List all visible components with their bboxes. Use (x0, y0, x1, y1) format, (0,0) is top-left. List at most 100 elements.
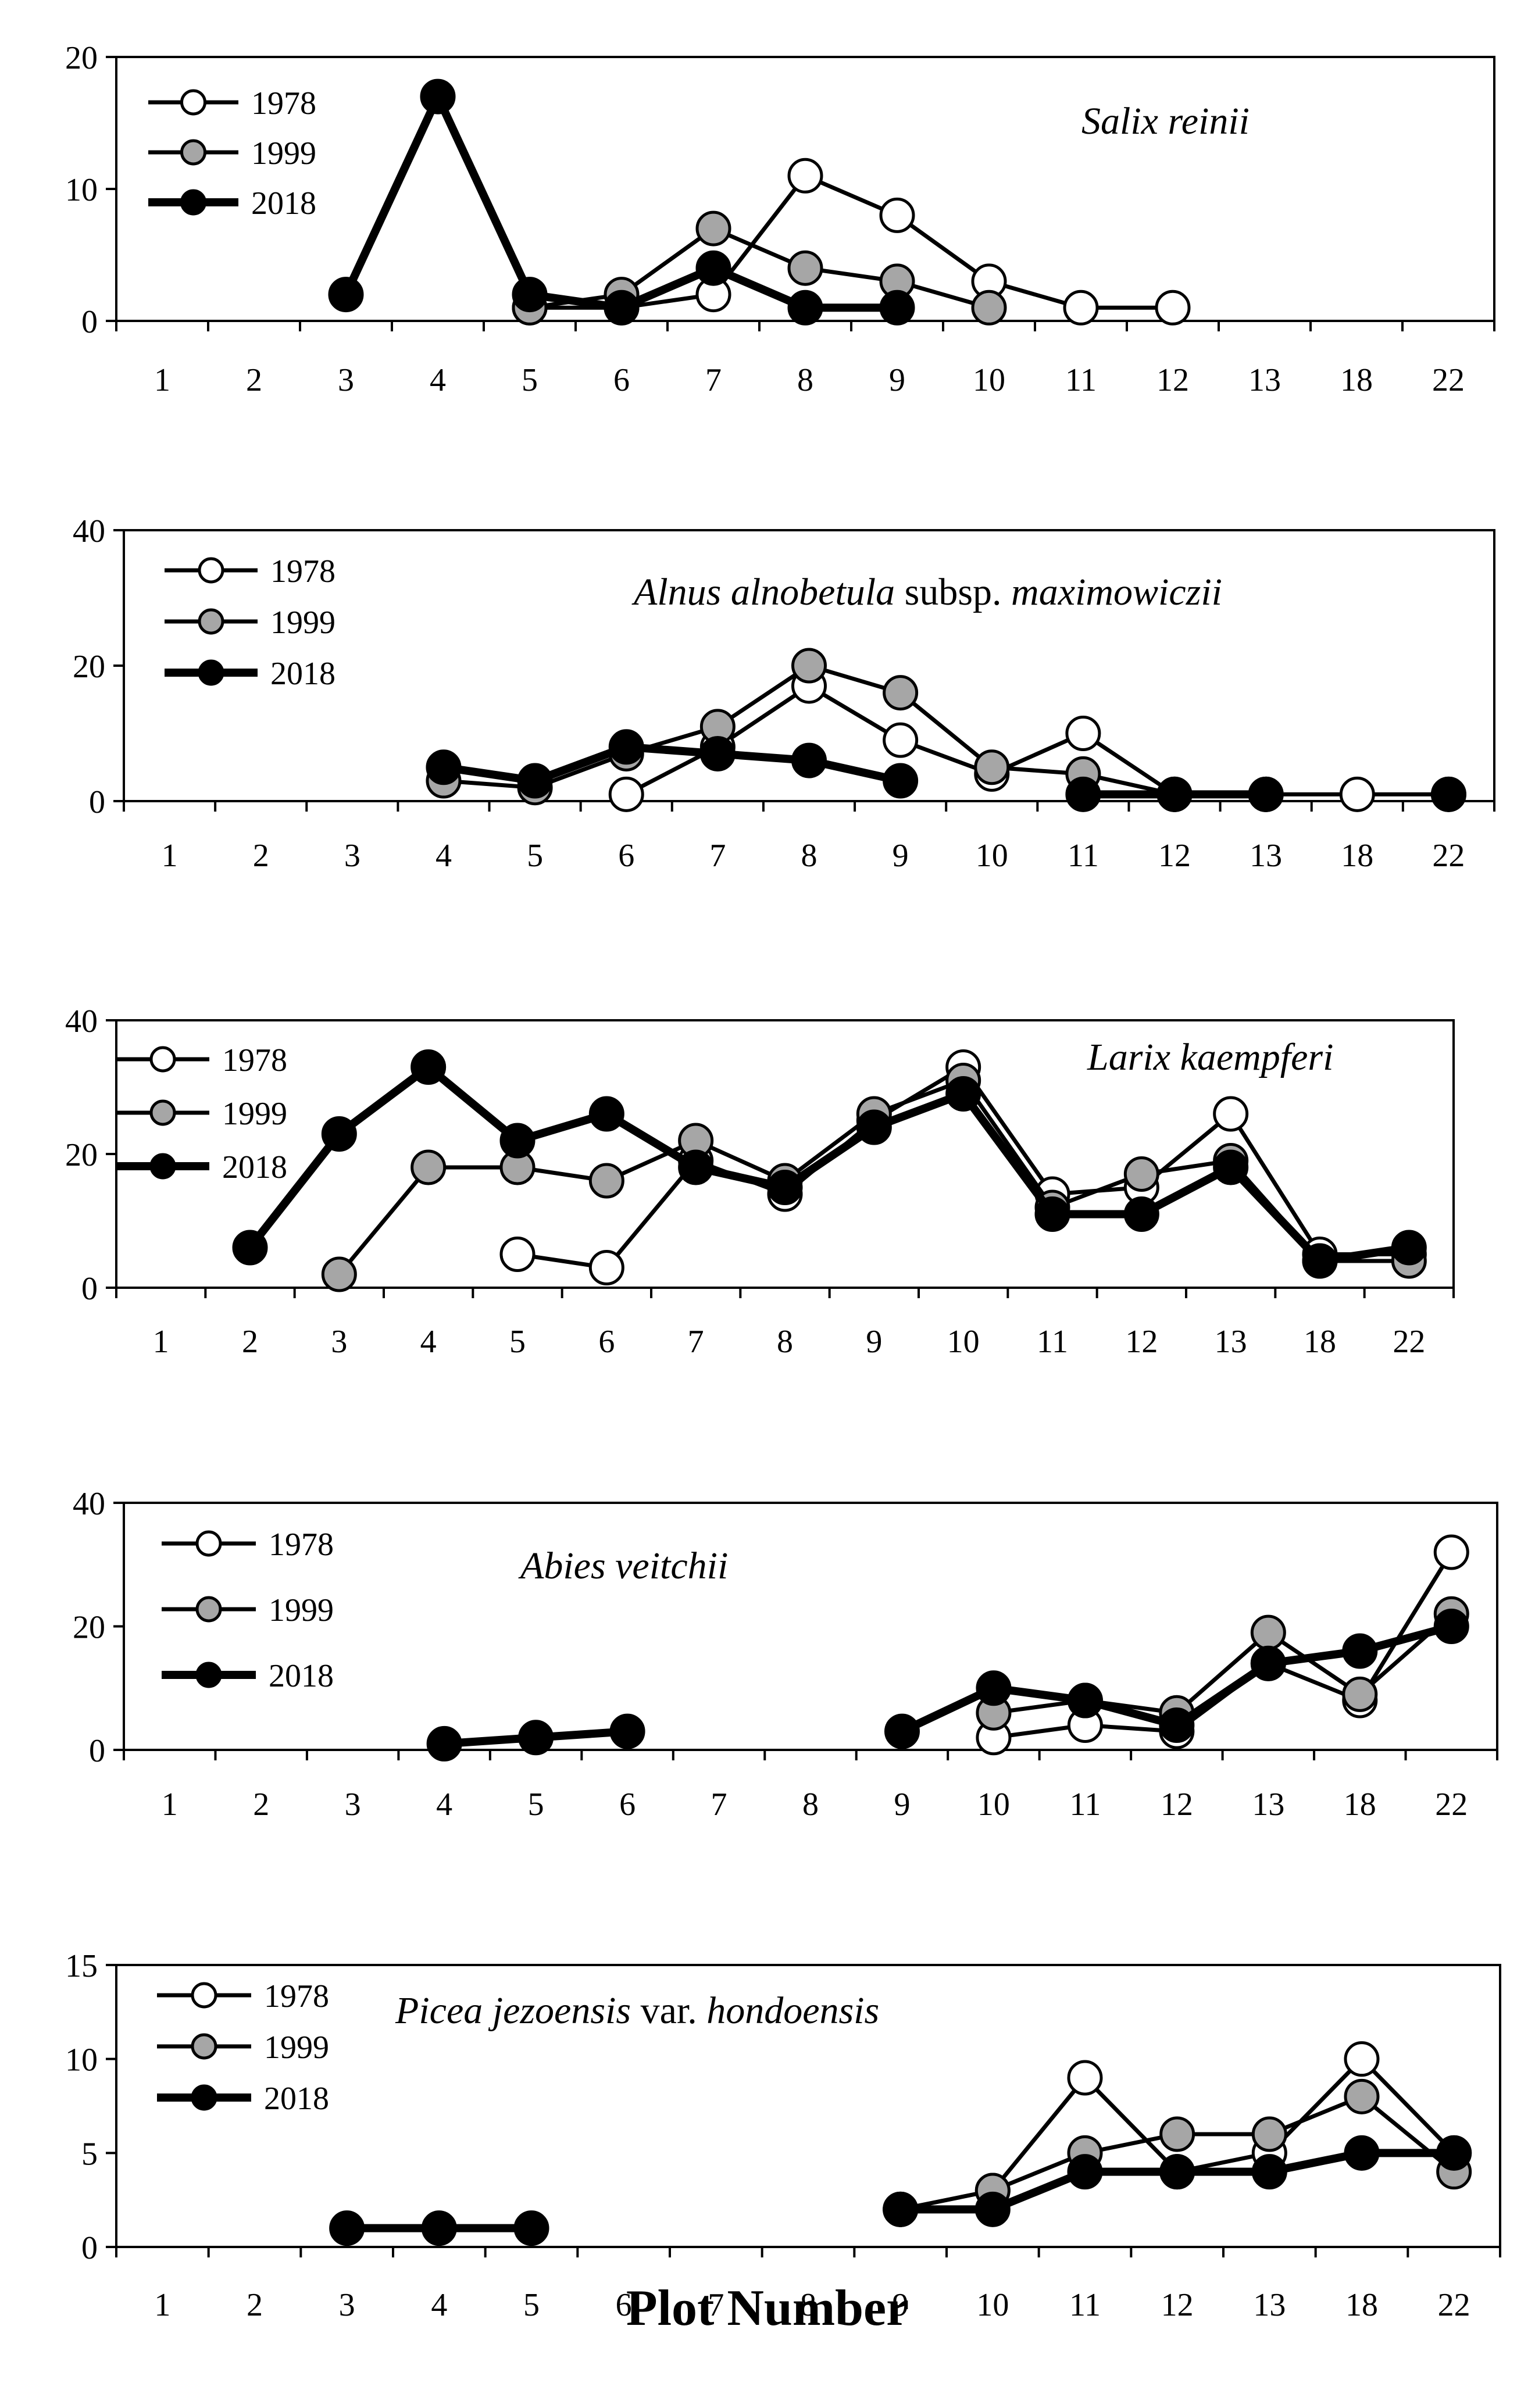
legend-label-1978: 1978 (251, 85, 316, 122)
x-tick-label: 8 (797, 362, 813, 398)
x-tick-label: 11 (1068, 838, 1099, 874)
plot-area-frame (115, 1964, 1501, 2248)
data-point-2018 (695, 250, 731, 286)
y-tick-label: 15 (65, 1948, 98, 1984)
x-tick-label: 10 (973, 362, 1005, 398)
legend-label-2018: 2018 (269, 1658, 334, 1694)
x-tick-label: 1 (153, 1324, 169, 1360)
data-point-2018 (1248, 776, 1284, 812)
x-tick-label: 6 (616, 2287, 632, 2323)
data-point-2018 (856, 1109, 892, 1145)
chart-title-part: var. (631, 1989, 706, 2032)
x-tick-label: 18 (1304, 1324, 1336, 1360)
series-2018 (426, 1609, 1469, 1762)
data-point-2018 (232, 1230, 268, 1266)
series-line-2018 (442, 742, 902, 785)
x-tick-label: 4 (430, 362, 446, 398)
legend-marker-2018 (180, 189, 206, 216)
legend-marker-1978 (191, 1982, 217, 2009)
data-point-2018 (945, 1076, 981, 1112)
data-point-2018 (421, 2210, 457, 2246)
legend: 1978 1999 2018 (165, 553, 335, 692)
data-point-2018 (879, 290, 915, 326)
data-point-2018 (329, 2210, 365, 2246)
x-tick-label: 4 (431, 2287, 447, 2323)
y-tick-label: 10 (65, 172, 98, 208)
x-tick-label: 13 (1250, 838, 1282, 874)
data-point-1999 (1250, 1614, 1286, 1650)
y-tick-label: 20 (73, 649, 105, 685)
x-tick-label: 1 (162, 1787, 178, 1823)
data-point-1999 (1123, 1156, 1159, 1192)
x-tick-label: 18 (1341, 838, 1373, 874)
series-line-1999 (529, 226, 990, 310)
data-point-2018 (499, 1123, 536, 1159)
x-tick-label: 7 (705, 362, 722, 398)
data-point-2018 (1251, 2154, 1287, 2190)
data-point-2018 (884, 1713, 920, 1749)
x-tick-label: 2 (247, 2287, 263, 2323)
data-point-2018 (974, 2191, 1011, 2227)
legend-label-1978: 1978 (270, 553, 335, 590)
x-tick-label: 7 (708, 2287, 724, 2323)
data-point-1978 (1155, 290, 1191, 326)
data-point-2018 (787, 290, 823, 326)
x-tick-label: 22 (1438, 2287, 1470, 2323)
x-tick-label: 8 (802, 1787, 819, 1823)
data-point-2018 (1391, 1230, 1427, 1266)
data-point-1999 (791, 648, 827, 684)
y-tick-label: 0 (81, 304, 98, 340)
y-tick-label: 5 (81, 2136, 98, 2172)
data-point-1978 (608, 776, 644, 812)
data-point-2018 (1067, 2154, 1103, 2190)
data-point-1999 (974, 749, 1010, 785)
data-point-1978 (1344, 2041, 1380, 2077)
x-tick-label: 4 (435, 838, 452, 874)
legend: 1978 1999 2018 (157, 1978, 329, 2117)
data-point-2018 (518, 1720, 554, 1756)
chart-title-part: hondoensis (706, 1989, 879, 2032)
x-tick-label: 5 (523, 2287, 540, 2323)
x-tick-label: 12 (1161, 2287, 1194, 2323)
x-tick-label: 2 (253, 1787, 269, 1823)
data-point-2018 (1034, 1196, 1070, 1232)
legend-label-1999: 1999 (269, 1592, 334, 1628)
x-tick-label: 22 (1435, 1787, 1468, 1823)
x-tick-label: 9 (894, 1787, 910, 1823)
series-line-1978 (625, 684, 1449, 796)
data-point-2018 (767, 1170, 803, 1205)
y-tick-label: 40 (73, 1486, 105, 1522)
x-tick-label: 22 (1432, 362, 1465, 398)
data-point-2018 (604, 290, 640, 326)
legend-label-2018: 2018 (264, 2081, 329, 2117)
chart-title-part: Alnus alnobetula (631, 571, 895, 613)
x-tick-label: 12 (1161, 1787, 1193, 1823)
x-axis-title: Plot Number (626, 2280, 909, 2336)
x-tick-label: 7 (688, 1324, 704, 1360)
series-2018 (328, 78, 915, 326)
x-tick-label: 5 (528, 1787, 544, 1823)
x-tick-label: 13 (1215, 1324, 1247, 1360)
legend-marker-2018 (198, 659, 224, 686)
x-tick-label: 7 (709, 838, 726, 874)
legend-marker-1999 (198, 608, 224, 635)
data-point-1978 (883, 722, 919, 758)
legend-label-1978: 1978 (269, 1527, 334, 1563)
x-tick-label: 13 (1252, 1787, 1284, 1823)
y-tick-label: 20 (73, 1610, 105, 1646)
legend-label-2018: 2018 (270, 656, 335, 692)
series-1999 (321, 1063, 1427, 1292)
y-tick-label: 20 (65, 40, 98, 76)
x-tick-label: 13 (1248, 362, 1281, 398)
x-tick-label: 13 (1253, 2287, 1286, 2323)
data-point-2018 (609, 1713, 645, 1749)
data-point-2018 (513, 2210, 549, 2246)
data-point-1999 (1251, 2116, 1287, 2152)
data-point-1978 (1063, 290, 1099, 326)
chart-title-part: maximowiczii (1011, 571, 1222, 613)
data-point-1978 (1433, 1534, 1469, 1570)
